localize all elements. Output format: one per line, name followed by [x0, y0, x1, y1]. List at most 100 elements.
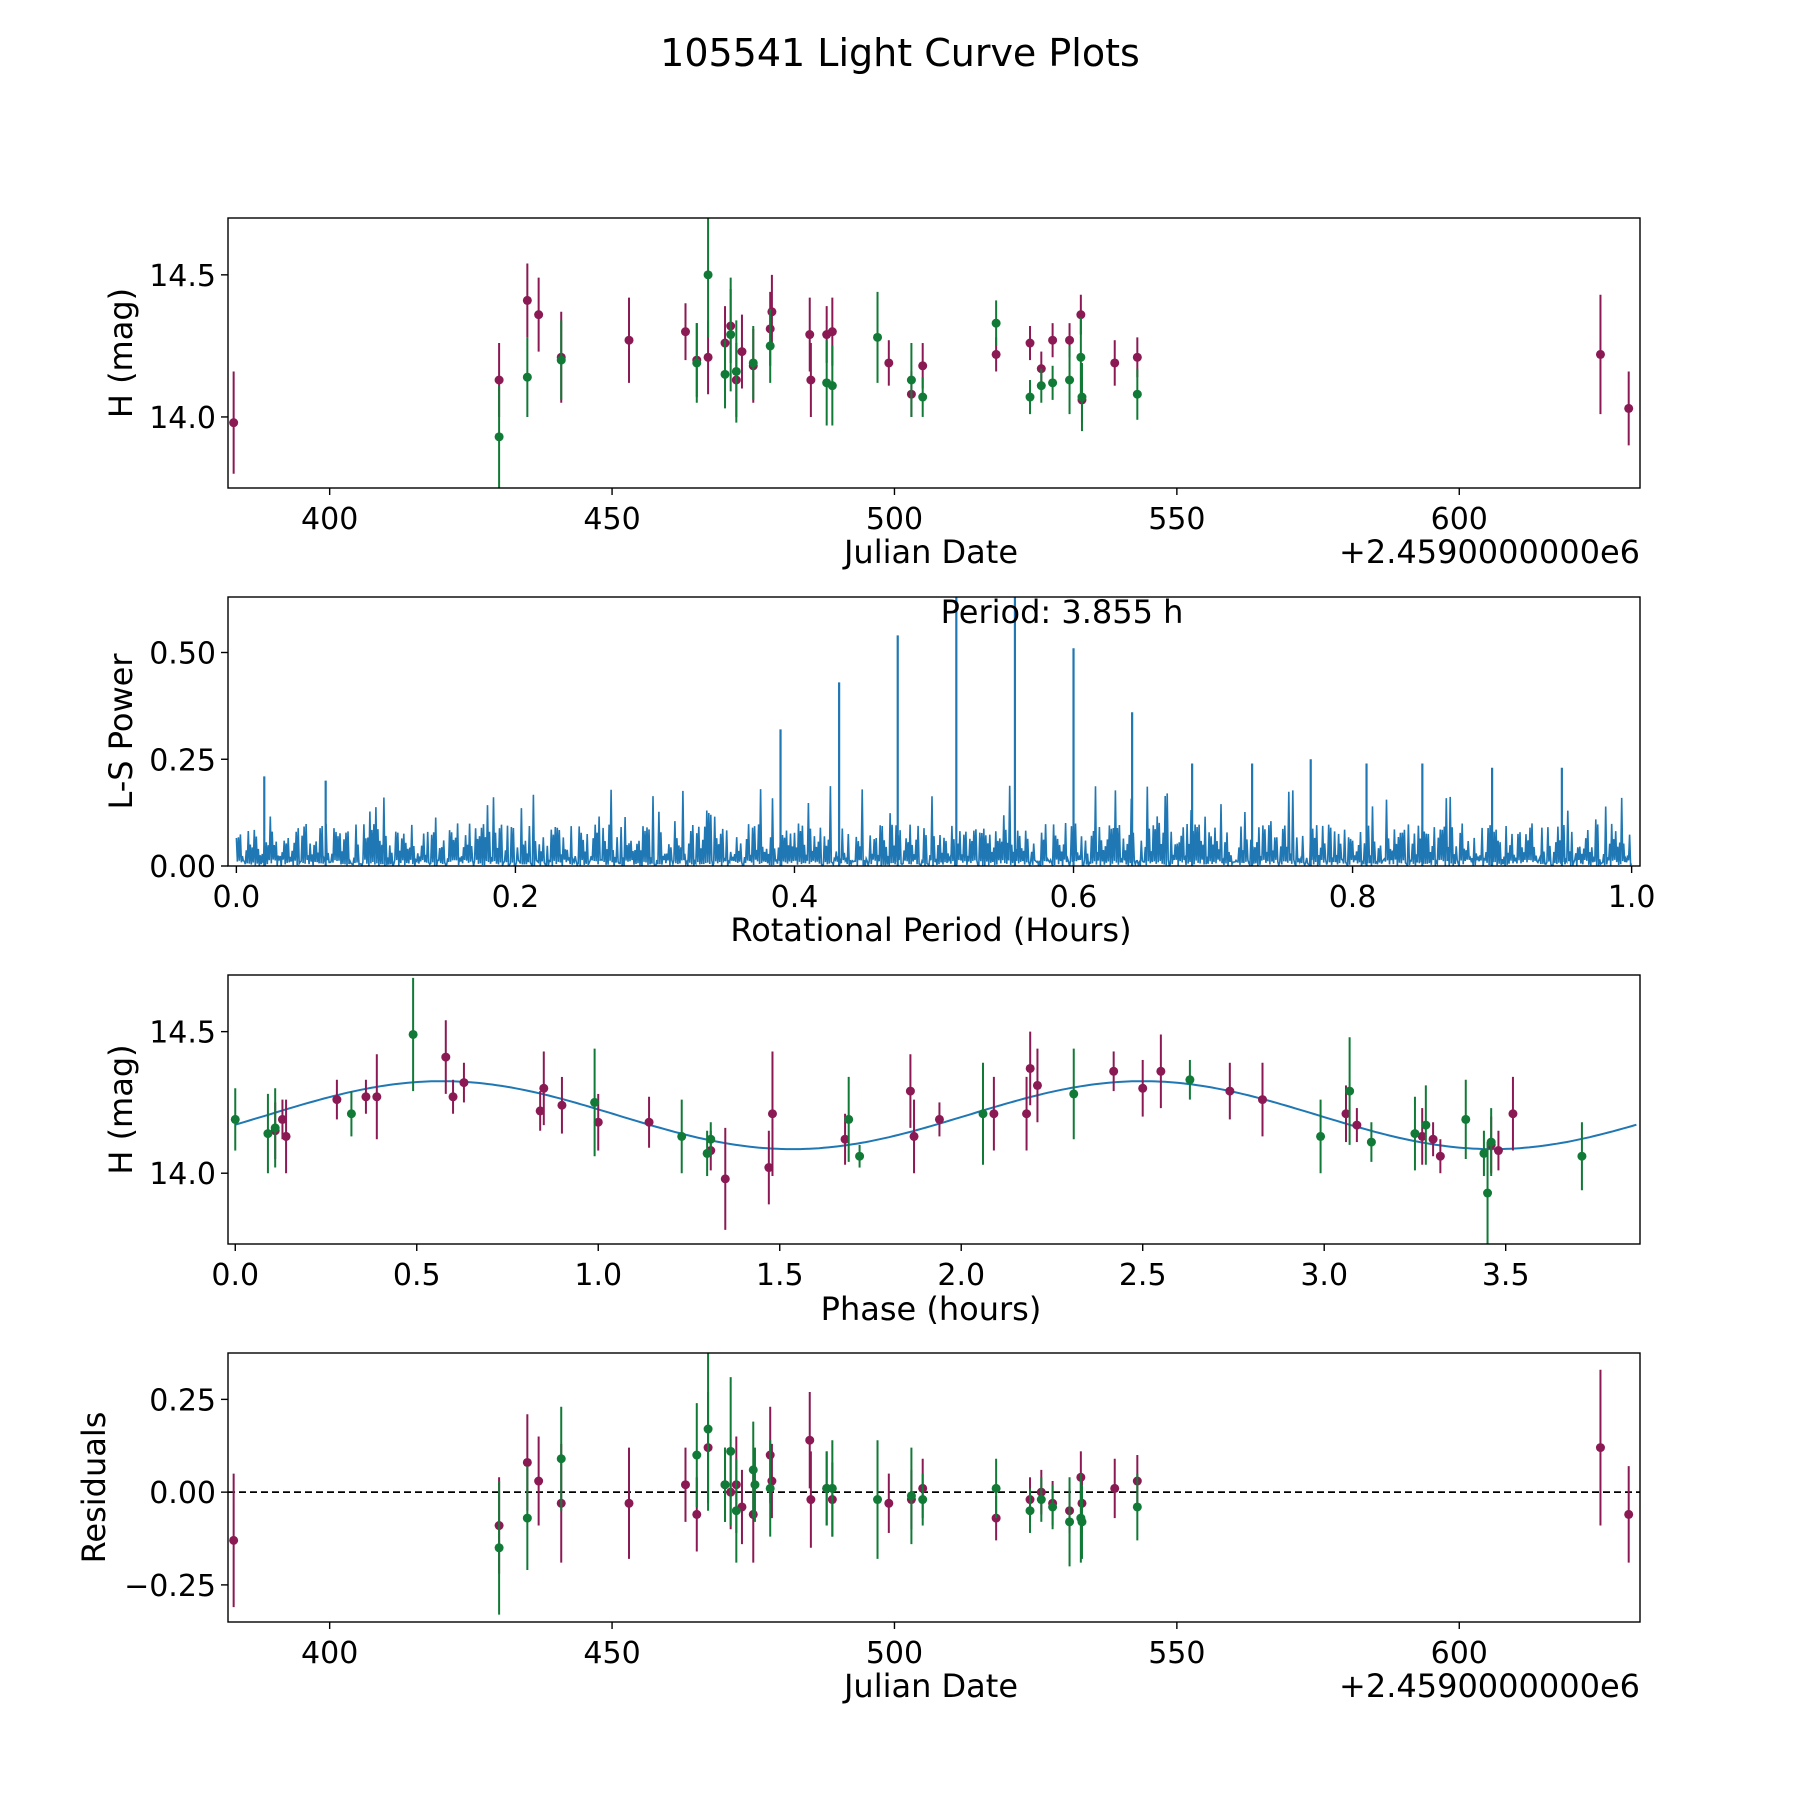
green-data-point: [748, 1465, 758, 1475]
magenta-data-point: [459, 1078, 469, 1088]
green-data-point: [750, 1480, 760, 1490]
magenta-data-point: [522, 295, 532, 305]
green-data-point: [873, 1495, 883, 1505]
green-data-point: [703, 270, 713, 280]
magenta-data-point: [1417, 1131, 1427, 1141]
green-data-point: [1077, 392, 1087, 402]
magenta-data-point: [1048, 335, 1058, 345]
power-spectrum-line: [235, 785, 1633, 866]
magenta-data-point: [277, 1114, 287, 1124]
y-axis-label: L-S Power: [102, 653, 140, 810]
y-tick-label: −0.25: [124, 1569, 216, 1604]
magenta-data-point: [441, 1052, 451, 1062]
x-tick-label: 0.2: [492, 880, 540, 915]
green-data-point: [906, 375, 916, 385]
magenta-data-point: [1025, 338, 1035, 348]
green-data-point: [1065, 1517, 1075, 1527]
y-tick-label: 14.0: [149, 401, 216, 436]
green-data-point: [1410, 1129, 1420, 1139]
green-data-point: [844, 1114, 854, 1124]
green-data-point: [1132, 1502, 1142, 1512]
x-tick-label: 2.5: [1119, 1258, 1167, 1293]
periodogram-panel: 0.0 0.2 0.4 0.6 0.8 1.0 0.00 0.25 0.50 Rotational…: [102, 593, 1656, 949]
green-data-point: [720, 369, 730, 379]
plot-area: [228, 1353, 1640, 1615]
magenta-data-point: [1595, 349, 1605, 359]
x-tick-label: 1.0: [1608, 880, 1656, 915]
phase-panel: 0.0 0.5 1.0 1.5 2.0 2.5 3.0 3.5 14.0 14.5 Phase (h…: [102, 974, 1641, 1328]
green-data-point: [346, 1109, 356, 1119]
magenta-data-point: [692, 1509, 702, 1519]
magenta-data-point: [1109, 1066, 1119, 1076]
magenta-data-point: [884, 1498, 894, 1508]
magenta-data-point: [991, 349, 1001, 359]
x-tick-label: 0.0: [213, 880, 261, 915]
magenta-data-point: [806, 375, 816, 385]
green-data-point: [1421, 1120, 1431, 1130]
green-data-point: [230, 1114, 240, 1124]
magenta-data-point: [522, 1457, 532, 1467]
magenta-data-point: [1076, 310, 1086, 320]
x-tick-label: 500: [866, 1636, 923, 1671]
green-data-point: [556, 1454, 566, 1464]
magenta-data-point: [1110, 358, 1120, 368]
green-data-point: [1025, 1506, 1035, 1516]
green-data-point: [1036, 381, 1046, 391]
green-data-point: [703, 1424, 713, 1434]
green-data-point: [765, 1483, 775, 1493]
x-offset-label: +2.4590000000e6: [1339, 533, 1640, 571]
green-data-point: [726, 1446, 736, 1456]
x-axis-label: Julian Date: [842, 533, 1018, 571]
magenta-data-point: [1435, 1151, 1445, 1161]
green-data-point: [748, 358, 758, 368]
figure-title: 105541 Light Curve Plots: [660, 31, 1140, 75]
magenta-data-point: [624, 335, 634, 345]
magenta-data-point: [229, 418, 239, 428]
green-data-point: [991, 1483, 1001, 1493]
green-data-point: [270, 1123, 280, 1133]
green-data-point: [522, 1513, 532, 1523]
green-data-point: [765, 341, 775, 351]
green-data-point: [731, 366, 741, 376]
plot-area: [229, 218, 1634, 488]
plot-area: [230, 977, 1637, 1244]
green-data-point: [706, 1134, 716, 1144]
green-data-point: [522, 372, 532, 382]
x-tick-label: 0.5: [393, 1258, 441, 1293]
magenta-data-point: [1132, 352, 1142, 362]
x-tick-label: 500: [866, 502, 923, 537]
x-tick-label: 450: [583, 1636, 640, 1671]
y-tick-label: 14.5: [149, 259, 216, 294]
x-tick-label: 1.5: [756, 1258, 804, 1293]
x-tick-label: 2.0: [937, 1258, 985, 1293]
x-tick-label: 550: [1148, 502, 1205, 537]
magenta-data-point: [1341, 1109, 1351, 1119]
x-tick-label: 0.4: [771, 880, 819, 915]
green-data-point: [1025, 392, 1035, 402]
green-data-point: [677, 1131, 687, 1141]
magenta-data-point: [840, 1134, 850, 1144]
x-tick-label: 0.8: [1329, 880, 1377, 915]
x-axis-label: Phase (hours): [821, 1290, 1042, 1328]
green-data-point: [692, 358, 702, 368]
green-data-point: [1483, 1188, 1493, 1198]
magenta-data-point: [539, 1083, 549, 1093]
green-data-point: [827, 1483, 837, 1493]
magenta-data-point: [827, 327, 837, 337]
x-tick-label: 1.0: [574, 1258, 622, 1293]
green-data-point: [1065, 375, 1075, 385]
magenta-data-point: [703, 352, 713, 362]
y-axis-label: H (mag): [102, 1044, 140, 1174]
green-data-point: [978, 1109, 988, 1119]
green-data-point: [1345, 1086, 1355, 1096]
y-tick-label: 0.50: [149, 637, 216, 672]
magenta-data-point: [805, 1435, 815, 1445]
magenta-data-point: [1138, 1083, 1148, 1093]
magenta-data-point: [534, 310, 544, 320]
magenta-data-point: [737, 347, 747, 357]
magenta-data-point: [593, 1117, 603, 1127]
y-axis-label: Residuals: [75, 1412, 113, 1564]
x-tick-label: 3.5: [1482, 1258, 1530, 1293]
green-data-point: [1048, 378, 1058, 388]
magenta-data-point: [1022, 1109, 1032, 1119]
